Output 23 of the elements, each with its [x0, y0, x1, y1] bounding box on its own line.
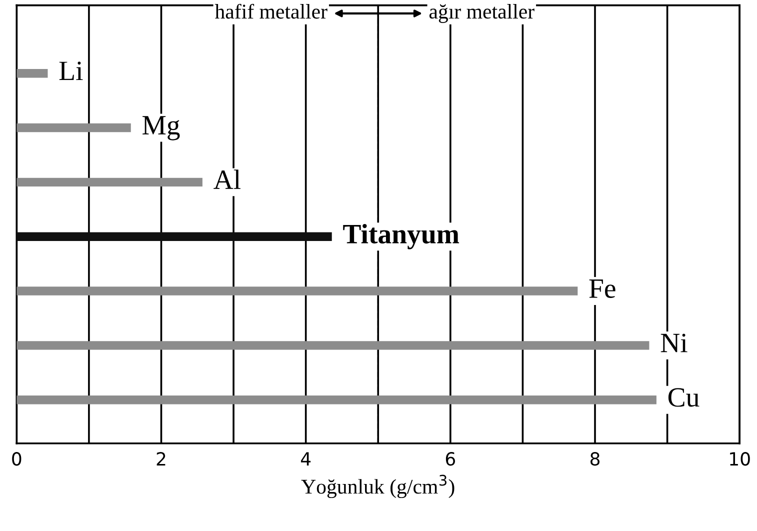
bar	[16, 68, 48, 78]
bar	[16, 123, 131, 132]
x-tick-label: 4	[300, 452, 311, 466]
x-tick-label: 6	[446, 452, 456, 466]
x-tick-label: 10	[730, 452, 750, 466]
x-tick-label: 8	[590, 452, 600, 466]
bar	[16, 232, 332, 241]
y-tick-label: Al	[214, 170, 241, 189]
bar	[16, 178, 202, 187]
bar	[16, 286, 578, 296]
annotation: hafif metaller	[214, 4, 328, 19]
x-axis-title: Yoğunluk (g/cm$^{3}$)	[301, 474, 454, 498]
y-tick-label: Fe	[589, 280, 616, 298]
x-tick-label: 2	[156, 452, 166, 466]
bar	[16, 341, 650, 350]
y-tick-label: Mg	[142, 116, 180, 140]
bar	[16, 395, 656, 404]
y-tick-label: Titanyum	[343, 224, 460, 250]
y-tick-label: Li	[59, 62, 83, 80]
y-tick-label: Ni	[660, 334, 688, 352]
x-tick-label: 0	[12, 452, 22, 466]
annotation: ağır metaller	[429, 4, 534, 23]
y-tick-label: Cu	[668, 388, 700, 407]
